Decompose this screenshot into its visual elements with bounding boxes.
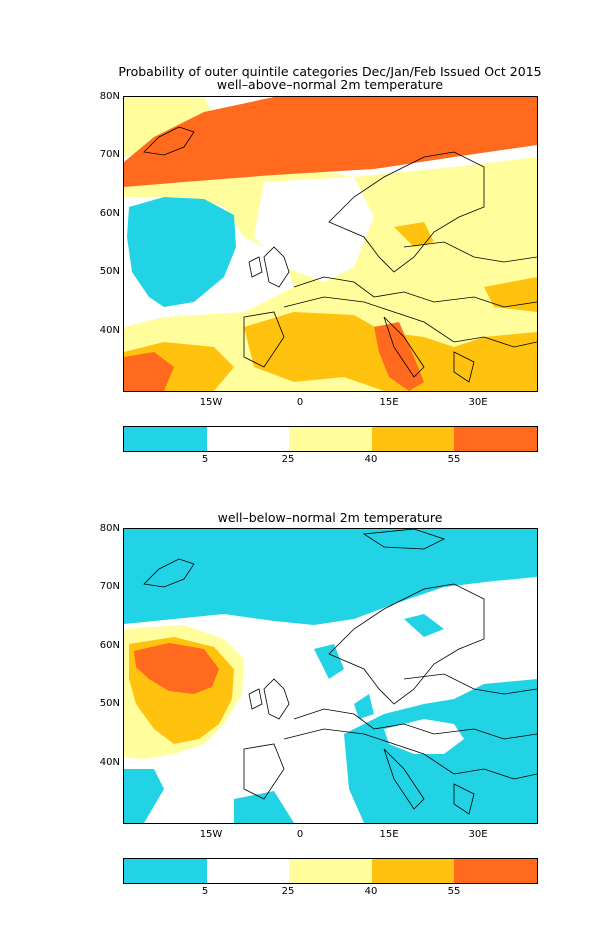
p1-colorbar-label: 25: [281, 454, 295, 465]
p2-lat-label: 70N: [99, 581, 120, 592]
p2-lat-label: 40N: [99, 757, 120, 768]
colorbar-segment: [206, 427, 290, 451]
p1-lat-label: 80N: [99, 91, 120, 102]
colorbar-segment: [371, 427, 455, 451]
p1-orange-fill: [394, 222, 434, 247]
p1-coastlines: [143, 126, 537, 383]
colorbar-segment: [124, 427, 207, 451]
colorbar-segment: [206, 859, 290, 883]
p1-colorbar-label: 55: [447, 454, 461, 465]
p1-colorbar-label: 5: [201, 454, 209, 465]
p2-cyan-region: [404, 614, 444, 637]
p1-lat-label: 40N: [99, 325, 120, 336]
colorbar-segment: [371, 859, 455, 883]
p1-lon-label: 30E: [468, 397, 488, 408]
p1-lat-label: 50N: [99, 266, 120, 277]
panel2-map: [123, 528, 538, 824]
p2-colorbar-label: 40: [364, 886, 378, 897]
colorbar-segment: [454, 859, 537, 883]
p2-cyan-region: [314, 644, 344, 679]
p2-lat-label: 50N: [99, 698, 120, 709]
p1-orange-fill: [484, 277, 537, 312]
p2-colorbar-label: 5: [201, 886, 209, 897]
p2-lon-label: 0: [296, 829, 304, 840]
p1-cyan-region: [127, 197, 236, 307]
colorbar-segment: [124, 859, 207, 883]
p2-lat-label: 60N: [99, 640, 120, 651]
p2-cyan-region: [124, 529, 537, 625]
p2-coastlines: [143, 529, 537, 815]
panel1-map: [123, 96, 538, 392]
p2-cyan-region: [354, 694, 374, 719]
p1-lat-label: 60N: [99, 208, 120, 219]
p1-white-region: [254, 177, 374, 282]
panel2-map-svg: [124, 529, 537, 823]
panel1-subtitle: well–above–normal 2m temperature: [216, 77, 444, 92]
p2-colorbar: [123, 858, 538, 884]
colorbar-segment: [289, 859, 372, 883]
p1-colorbar-label: 40: [364, 454, 378, 465]
p1-lon-label: 15W: [199, 397, 223, 408]
p2-dark-orange-fill: [134, 643, 219, 694]
p2-lon-label: 15W: [199, 829, 223, 840]
p1-dark-orange-fill: [124, 352, 174, 391]
colorbar-segment: [454, 427, 537, 451]
p1-dark-orange-fill: [124, 97, 537, 187]
p2-colorbar-label: 25: [281, 886, 295, 897]
panel2-subtitle: well–below–normal 2m temperature: [217, 510, 443, 525]
colorbar-segment: [289, 427, 372, 451]
p1-yellow-fill: [124, 97, 214, 157]
p2-colorbar-label: 55: [447, 886, 461, 897]
p1-lon-label: 15E: [379, 397, 399, 408]
p2-white-region: [384, 719, 464, 754]
p2-lon-label: 15E: [379, 829, 399, 840]
p2-cyan-region: [234, 791, 294, 823]
p1-lon-label: 0: [296, 397, 304, 408]
panel1-map-svg: [124, 97, 537, 391]
p2-cyan-region: [124, 769, 164, 823]
p1-colorbar: [123, 426, 538, 452]
p2-lat-label: 80N: [99, 523, 120, 534]
p1-lat-label: 70N: [99, 149, 120, 160]
p2-lon-label: 30E: [468, 829, 488, 840]
figure-title: Probability of outer quintile categories…: [118, 64, 542, 79]
